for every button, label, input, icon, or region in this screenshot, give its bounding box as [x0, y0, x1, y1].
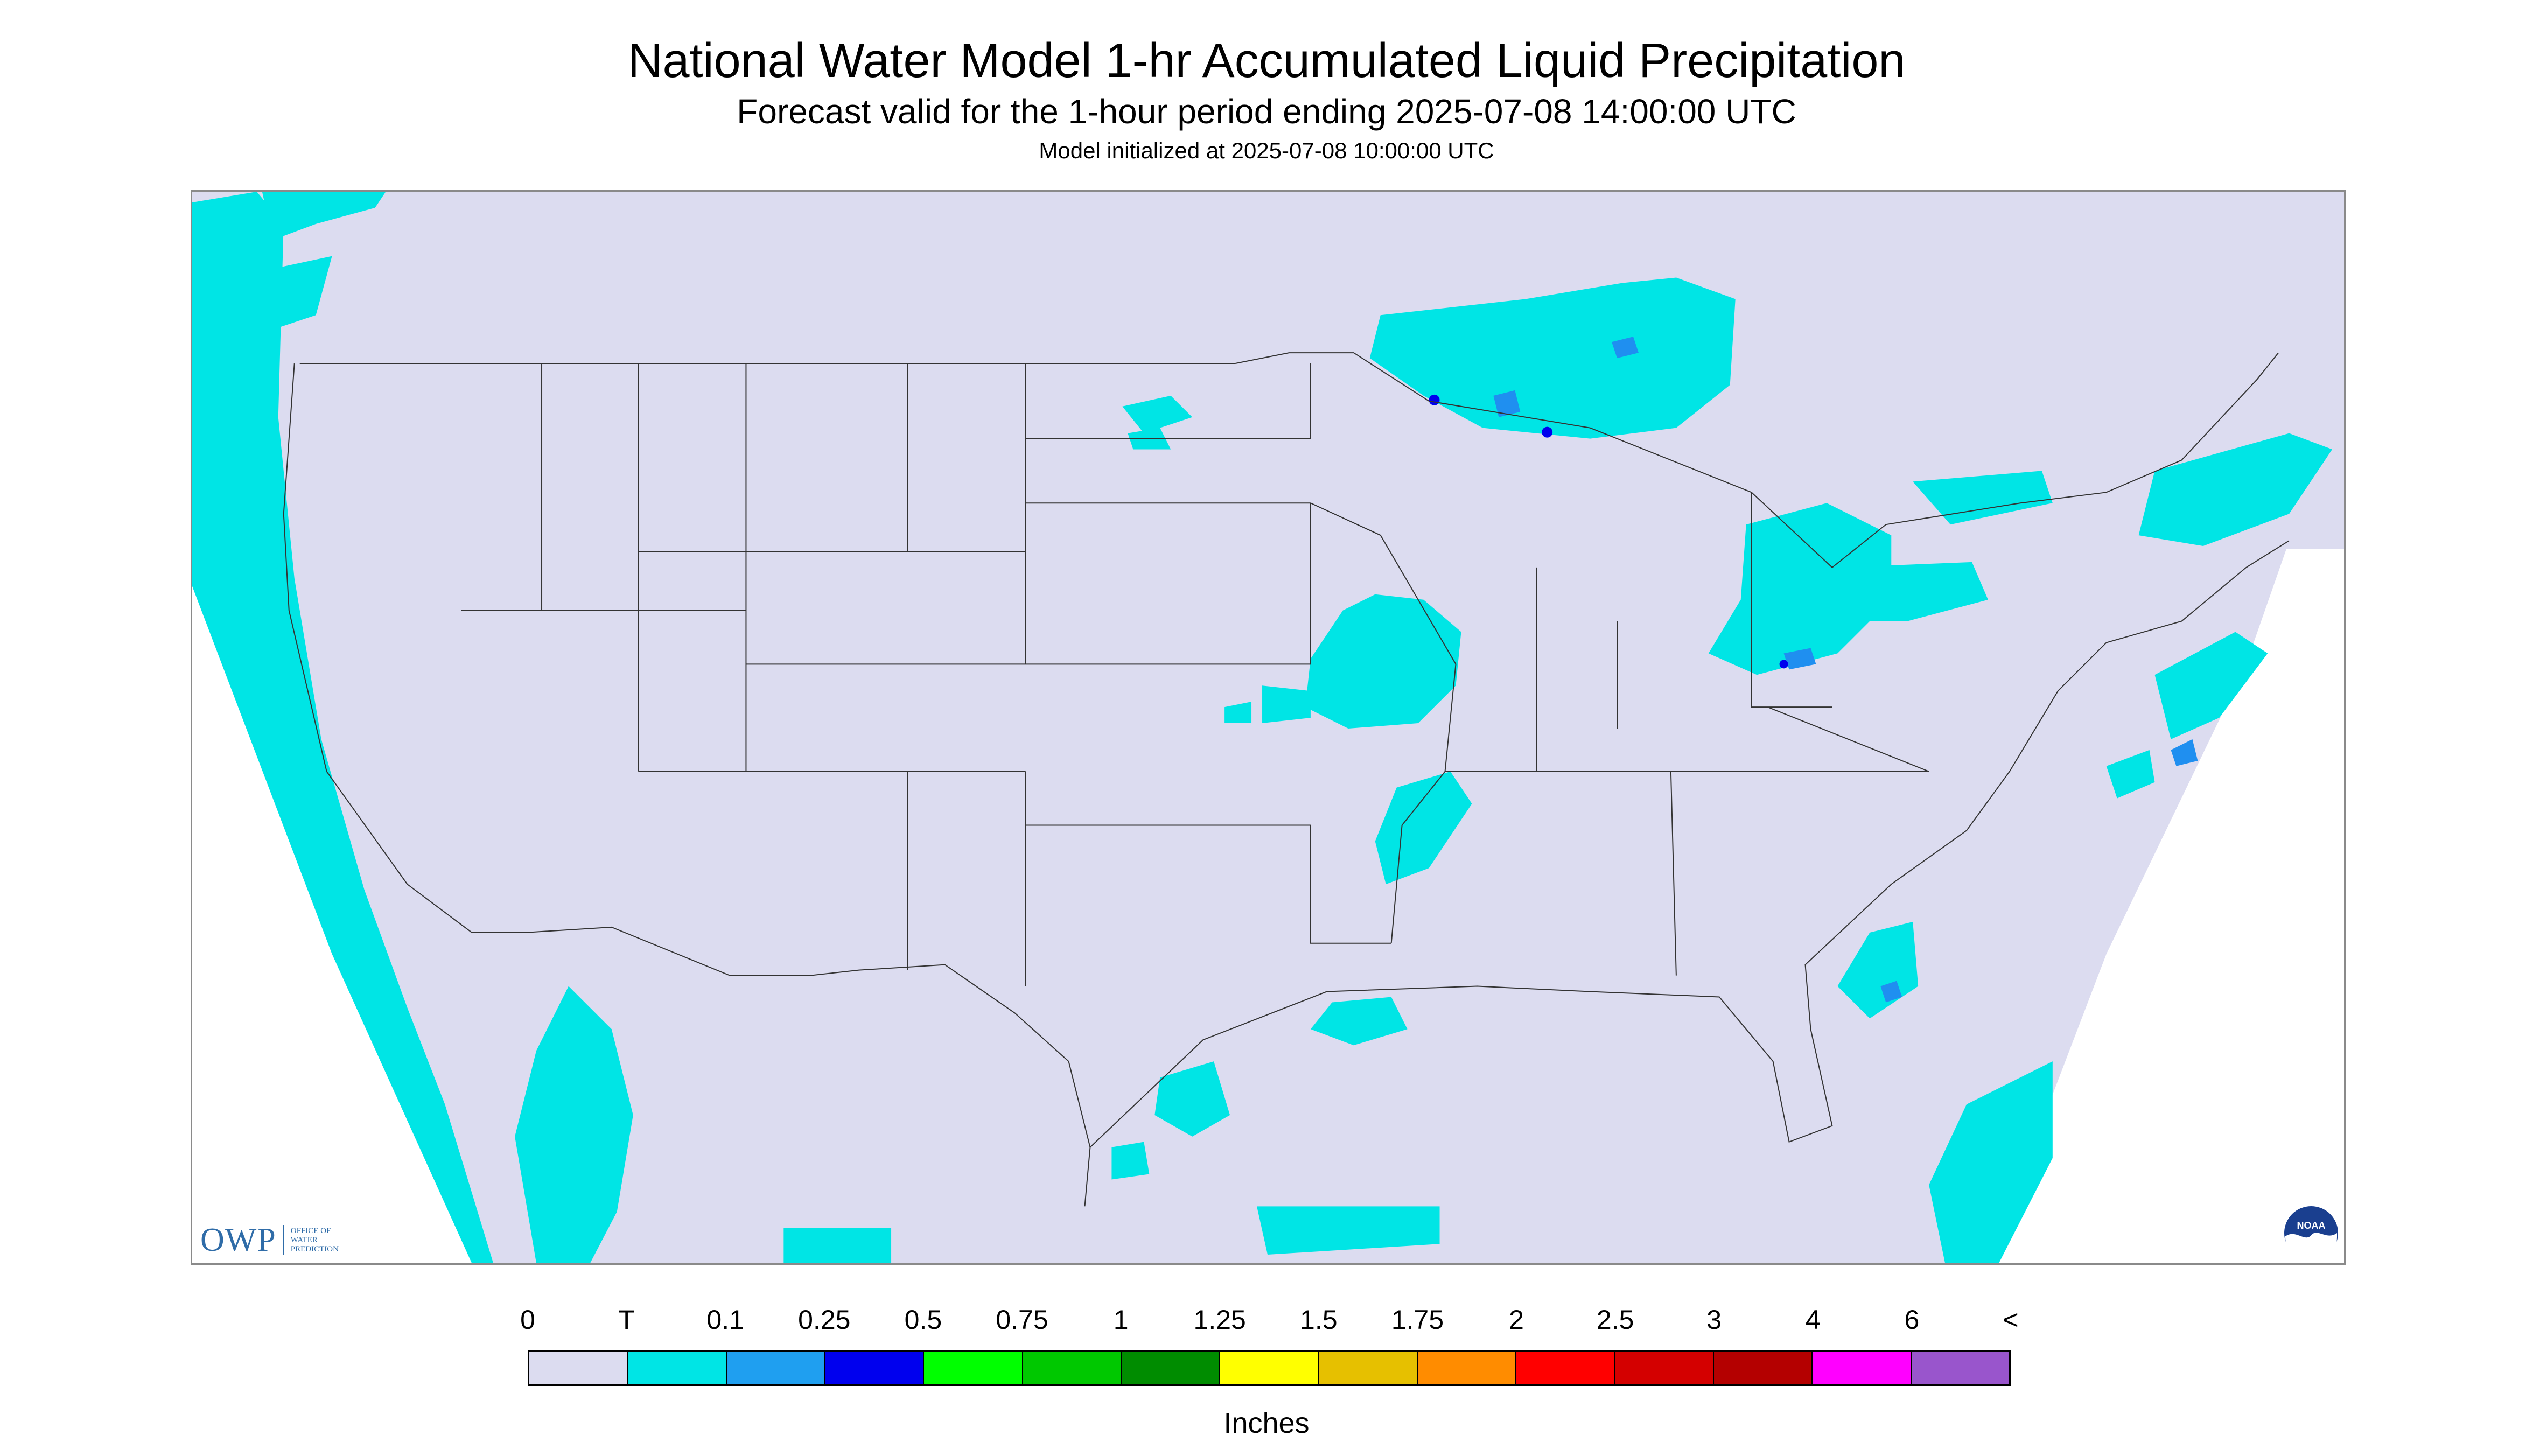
- map-title: National Water Model 1-hr Accumulated Li…: [627, 34, 1906, 88]
- state-lines-west: [461, 363, 1929, 986]
- pacific-mexico-precip: [783, 1228, 892, 1263]
- atlantic-precip: [2154, 632, 2268, 739]
- legend-tick-label: 6: [1904, 1305, 1920, 1335]
- map-canvas: [192, 192, 2344, 1263]
- new-york-precip: [1913, 471, 2053, 525]
- legend-tick-label: 1.75: [1391, 1305, 1444, 1335]
- legend-swatch: [1220, 1352, 1319, 1384]
- legend-tick-label: 0.5: [904, 1305, 942, 1335]
- legend-units-label: Inches: [1223, 1407, 1310, 1439]
- mexico-border: [526, 926, 1091, 1207]
- owp-logo-line: PREDICTION: [290, 1244, 339, 1254]
- legend-tick-label: 1.25: [1193, 1305, 1246, 1335]
- legend-swatch: [1813, 1352, 1912, 1384]
- legend-tick-label: 0.1: [706, 1305, 744, 1335]
- owp-logo-text: OFFICE OF WATER PREDICTION: [291, 1227, 339, 1254]
- legend-tick-label: 1: [1113, 1305, 1129, 1335]
- legend-tick-label: 1.5: [1300, 1305, 1338, 1335]
- atlantic-light-precip: [2171, 739, 2198, 766]
- minnesota-precip: [1122, 395, 1193, 433]
- legend-swatch: [1023, 1352, 1122, 1384]
- legend-swatch: [726, 1352, 825, 1384]
- legend-tick-label: T: [618, 1305, 635, 1335]
- owp-logo-divider: [282, 1225, 284, 1255]
- legend-swatch: [628, 1352, 727, 1384]
- precipitation-map: [191, 190, 2346, 1265]
- legend-swatch: [924, 1352, 1023, 1384]
- texas-precip: [1154, 1061, 1230, 1137]
- legend-swatch: [1615, 1352, 1714, 1384]
- legend-tick-label: <: [2003, 1305, 2019, 1335]
- legend-swatch: [1713, 1352, 1813, 1384]
- pacific-northwest-precip: [262, 192, 386, 240]
- lake-superior-precip: [1369, 277, 1736, 439]
- new-england-precip: [2138, 433, 2333, 547]
- atlantic-precip-south: [2106, 750, 2155, 799]
- legend-tick-label: 0.75: [996, 1305, 1048, 1335]
- legend-swatch: [1911, 1352, 2009, 1384]
- owp-logo-line: WATER: [290, 1235, 318, 1244]
- precip-light-areas: [1493, 337, 2198, 1003]
- ohio-valley-precip-east: [1837, 562, 1988, 621]
- caribbean-precip: [1929, 1061, 2053, 1263]
- iowa-precip-core: [1305, 594, 1461, 729]
- mexico-south-precip: [1257, 1206, 1440, 1255]
- pacific-precip-band: [192, 192, 494, 1263]
- gulf-coast: [1089, 540, 2290, 1148]
- legend-tick-label: 2.5: [1596, 1305, 1634, 1335]
- legend-colorbar: [528, 1350, 2011, 1386]
- gulf-coast-precip: [1310, 997, 1408, 1046]
- legend-swatch: [1121, 1352, 1221, 1384]
- legend-swatch: [1319, 1352, 1418, 1384]
- legend-tick-label: 3: [1706, 1305, 1722, 1335]
- legend-tick-label: 0.25: [798, 1305, 851, 1335]
- model-domain: [192, 192, 2344, 1263]
- owp-logo-mark: OWP: [200, 1221, 276, 1258]
- lake-superior-light-precip: [1493, 390, 1521, 417]
- carolina-light-precip: [1880, 981, 1902, 1003]
- michigan-heavy-precip: [1542, 426, 1553, 438]
- iowa-precip-tail: [1262, 685, 1311, 724]
- ohio-valley-precip: [1708, 503, 1892, 675]
- pacific-offshore-precip: [515, 986, 633, 1263]
- noaa-logo-text: NOAA: [2297, 1220, 2326, 1231]
- legend-tick-label: 4: [1805, 1305, 1821, 1335]
- legend-swatch: [825, 1352, 925, 1384]
- superior-heavy-precip: [1429, 394, 1440, 405]
- mexico-gulf-precip: [1111, 1142, 1150, 1180]
- model-init-line: Model initialized at 2025-07-08 10:00:00…: [1039, 138, 1494, 163]
- boundary-lines: [283, 352, 2290, 1207]
- legend-swatch: [1417, 1352, 1517, 1384]
- owp-logo-line: OFFICE OF: [290, 1226, 331, 1235]
- legend-tick-label: 2: [1509, 1305, 1524, 1335]
- legend-swatch: [529, 1352, 628, 1384]
- legend-tick-labels: 0 T 0.1 0.25 0.5 0.75 1 1.25 1.5 1.75 2 2.5 3 4 6 <: [0, 1304, 2533, 1342]
- kansas-precip: [1224, 702, 1252, 724]
- lake-superior-light-precip-2: [1612, 337, 1639, 359]
- forecast-valid-subtitle: Forecast valid for the 1-hour period end…: [737, 92, 1796, 131]
- ohio-light-precip: [1783, 648, 1816, 670]
- canada-north-precip: [256, 256, 332, 332]
- ohio-heavy-precip: [1779, 660, 1788, 669]
- legend-tick-label: 0: [520, 1305, 535, 1335]
- noaa-logo: NOAA: [2284, 1206, 2338, 1261]
- legend-swatch: [1516, 1352, 1615, 1384]
- owp-logo: OWP OFFICE OF WATER PREDICTION: [200, 1221, 339, 1259]
- west-coast: [283, 363, 526, 933]
